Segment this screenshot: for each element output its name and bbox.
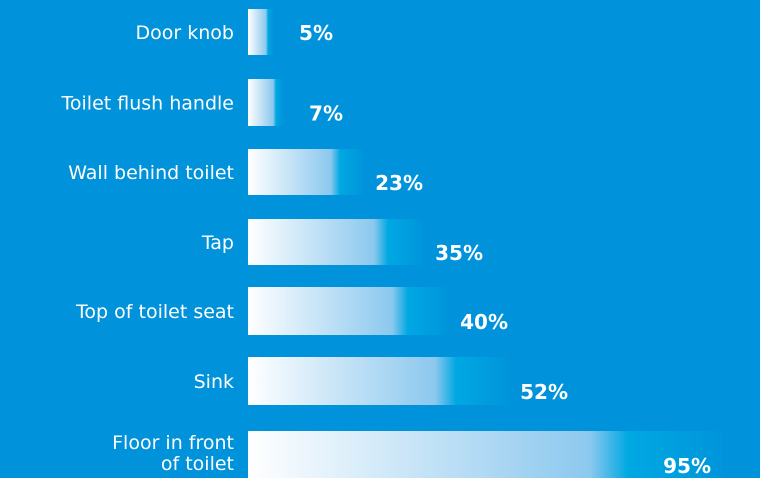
bar-2 [248, 149, 363, 195]
category-label-6: Floor in front of toilet [112, 432, 234, 475]
bar-6 [248, 431, 723, 478]
category-label-1: Toilet flush handle [61, 93, 234, 115]
category-label-5: Sink [194, 371, 234, 393]
category-label-2: Wall behind toilet [68, 162, 234, 184]
category-label-0: Door knob [136, 22, 234, 44]
bar-3 [248, 219, 423, 265]
bar-0 [248, 9, 273, 55]
value-label-1: 7% [309, 102, 343, 126]
value-label-4: 40% [460, 310, 508, 334]
value-label-5: 52% [520, 380, 568, 404]
value-label-3: 35% [435, 241, 483, 265]
value-label-6: 95% [663, 454, 711, 478]
bar-1 [248, 79, 283, 126]
bars-group: Door knob 5% Toilet flush handle 7% Wall beh… [61, 9, 723, 478]
value-label-2: 23% [375, 171, 423, 195]
bar-5 [248, 357, 508, 405]
category-label-3: Tap [201, 232, 234, 254]
category-label-4: Top of toilet seat [75, 301, 234, 323]
bar-4 [248, 287, 448, 335]
value-label-0: 5% [299, 21, 333, 45]
